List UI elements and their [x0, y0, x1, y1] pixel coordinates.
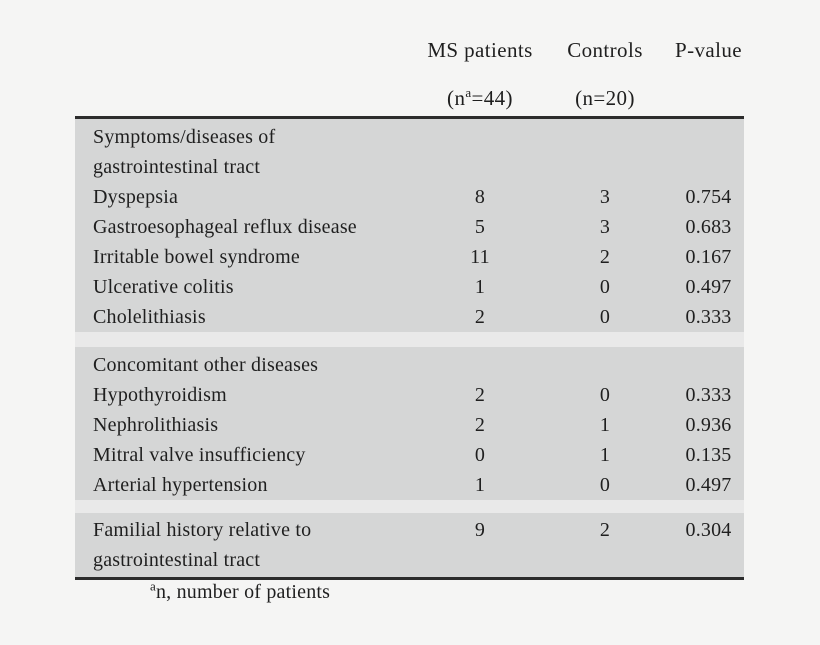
ms-value: 1 [474, 474, 486, 496]
row-label: Arterial hypertension [93, 474, 268, 496]
row-label: Nephrolithiasis [93, 414, 219, 436]
table-row: Gastroesophageal reflux disease 5 3 0.68… [75, 212, 744, 242]
section-divider [75, 332, 744, 347]
column-header-pvalue: P-value [675, 38, 742, 62]
section-familial-history: Familial history relative to gastrointes… [75, 513, 744, 577]
controls-value: 2 [599, 246, 611, 268]
table-row: Irritable bowel syndrome 11 2 0.167 [75, 242, 744, 272]
table-row: Cholelithiasis 2 0 0.333 [75, 302, 744, 332]
controls-value: 0 [599, 474, 611, 496]
ms-n-prefix: (n [447, 86, 466, 110]
ms-patients-n-count: (na=44) [423, 84, 537, 112]
header-spacer [75, 84, 423, 112]
ms-value: 1 [474, 276, 486, 298]
footnote-text: n, number of patients [155, 581, 331, 603]
row-label: Cholelithiasis [93, 306, 206, 328]
p-value: 0.754 [685, 186, 732, 208]
controls-value: 3 [599, 216, 611, 238]
ms-value: 2 [474, 384, 486, 406]
section-title-line: Concomitant other diseases [93, 354, 319, 376]
row-label: Ulcerative colitis [93, 276, 234, 298]
ms-value: 2 [474, 306, 486, 328]
row-label: Dyspepsia [93, 186, 179, 208]
table-row: Mitral valve insufficiency 0 1 0.135 [75, 440, 744, 470]
controls-value: 3 [599, 186, 611, 208]
column-header-ms-patients: MS patients [427, 38, 533, 62]
section-concomitant-diseases: Concomitant other diseases Hypothyroidis… [75, 347, 744, 500]
ms-n-superscript-a: a [465, 85, 472, 100]
header-spacer [673, 84, 744, 112]
controls-value: 0 [599, 306, 611, 328]
table-row: Familial history relative to gastrointes… [75, 515, 744, 575]
row-label: Irritable bowel syndrome [93, 246, 300, 268]
row-label-line: Familial history relative to [93, 519, 312, 541]
p-value: 0.167 [685, 246, 732, 268]
table-row: Nephrolithiasis 2 1 0.936 [75, 410, 744, 440]
section-title-line: Symptoms/diseases of [93, 126, 276, 148]
table-row: Dyspepsia 8 3 0.754 [75, 182, 744, 212]
table-footnote: an, number of patients [150, 578, 331, 604]
footnote-superscript-a: a [150, 578, 156, 594]
section-gastrointestinal: Symptoms/diseases of gastrointestinal tr… [75, 119, 744, 332]
table-body: Symptoms/diseases of gastrointestinal tr… [75, 116, 744, 580]
header-spacer [75, 37, 423, 64]
row-label: Familial history relative to gastrointes… [75, 515, 423, 575]
section-title-line: gastrointestinal tract [93, 156, 261, 178]
controls-value: 1 [599, 414, 611, 436]
column-header-controls: Controls [567, 38, 643, 62]
p-value: 0.497 [685, 474, 732, 496]
controls-n-count: (n=20) [575, 86, 635, 110]
table-header-row-2: (na=44) (n=20) [75, 84, 744, 112]
row-label: Mitral valve insufficiency [93, 444, 306, 466]
controls-value: 0 [599, 384, 611, 406]
p-value: 0.333 [685, 384, 732, 406]
p-value: 0.936 [685, 414, 732, 436]
controls-value: 1 [599, 444, 611, 466]
ms-value: 5 [474, 216, 486, 238]
row-label: Gastroesophageal reflux disease [93, 216, 357, 238]
row-label: Hypothyroidism [93, 384, 227, 406]
ms-value: 0 [474, 444, 486, 466]
ms-value: 2 [474, 414, 486, 436]
p-value: 0.497 [685, 276, 732, 298]
p-value: 0.304 [685, 519, 732, 541]
controls-value: 0 [599, 276, 611, 298]
p-value: 0.135 [685, 444, 732, 466]
ms-value: 9 [474, 519, 486, 541]
table-header-row-1: MS patients Controls P-value [75, 37, 744, 64]
p-value: 0.683 [685, 216, 732, 238]
table-row: Ulcerative colitis 1 0 0.497 [75, 272, 744, 302]
ms-value: 8 [474, 186, 486, 208]
ms-value: 11 [470, 246, 490, 268]
p-value: 0.333 [685, 306, 732, 328]
controls-value: 2 [599, 519, 611, 541]
row-label-line: gastrointestinal tract [93, 549, 261, 571]
ms-n-suffix: =44) [471, 86, 513, 110]
section-divider [75, 500, 744, 513]
table-row: Hypothyroidism 2 0 0.333 [75, 380, 744, 410]
table-row: Arterial hypertension 1 0 0.497 [75, 470, 744, 500]
